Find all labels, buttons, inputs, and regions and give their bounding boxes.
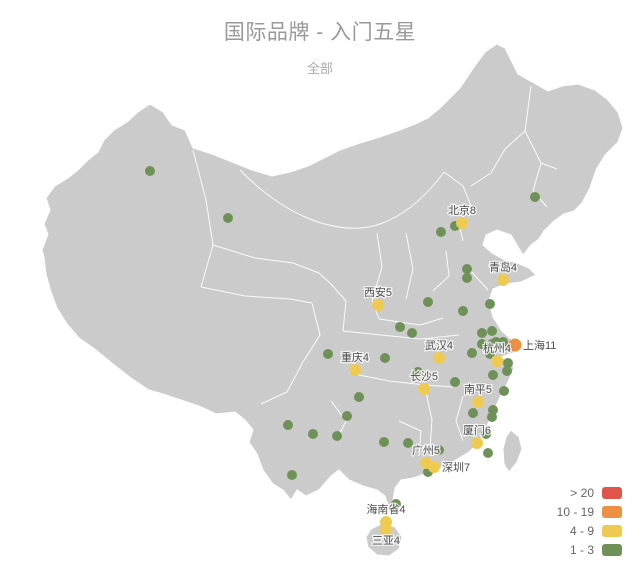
legend-swatch (602, 506, 622, 518)
legend-label: 1 - 3 (569, 543, 594, 557)
city-dot-small[interactable] (458, 306, 468, 316)
legend-item[interactable]: 1 - 3 (570, 543, 622, 557)
region-mainland-china (41, 43, 624, 510)
city-dot[interactable] (491, 355, 503, 367)
city-dot-small[interactable] (323, 349, 333, 359)
province-borders (192, 85, 558, 457)
legend-label: 10 - 19 (556, 505, 594, 519)
city-dot-small[interactable] (413, 367, 423, 377)
city-dot[interactable] (472, 396, 484, 408)
city-dot[interactable] (508, 338, 522, 352)
legend-swatch (602, 544, 622, 556)
chart-title: 国际品牌 - 入门五星 (223, 21, 417, 44)
city-dot-small[interactable] (436, 227, 446, 237)
city-dot-small[interactable] (485, 299, 495, 309)
city-dot-small[interactable] (145, 166, 155, 176)
city-dot-small[interactable] (395, 322, 405, 332)
city-label: 南平5 (464, 383, 492, 396)
city-dot[interactable] (428, 461, 440, 473)
city-dot-small[interactable] (487, 339, 497, 349)
city-dot-small[interactable] (354, 392, 364, 402)
city-label: 西安5 (364, 285, 392, 299)
city-dot-small[interactable] (467, 348, 477, 358)
city-label: 杭州4 (483, 341, 511, 355)
city-dot-small[interactable] (485, 349, 495, 359)
legend-swatch (602, 525, 622, 537)
city-label: 青岛4 (489, 260, 517, 274)
city-dot-small[interactable] (287, 470, 297, 480)
city-dot-small[interactable] (283, 420, 293, 430)
city-dot-small[interactable] (488, 370, 498, 380)
city-dot[interactable] (372, 299, 384, 311)
city-label: 武汉4 (425, 339, 453, 352)
region-taiwan (502, 429, 523, 473)
city-dot-small[interactable] (499, 386, 509, 396)
city-dot-small[interactable] (308, 429, 318, 439)
city-dot-small[interactable] (462, 273, 472, 283)
legend-swatch (602, 487, 622, 499)
legend-item[interactable]: 4 - 9 (570, 524, 622, 538)
city-dot-small[interactable] (223, 213, 233, 223)
city-label: 广州5 (412, 444, 440, 457)
legend-item[interactable]: 10 - 19 (557, 505, 622, 519)
city-dot[interactable] (433, 352, 445, 364)
legend-item[interactable]: > 20 (570, 486, 622, 500)
city-dot-small[interactable] (487, 326, 497, 336)
city-dot[interactable] (471, 437, 483, 449)
city-dot-small[interactable] (450, 377, 460, 387)
city-dot-small[interactable] (462, 264, 472, 274)
legend-label: 4 - 9 (569, 524, 594, 538)
city-dot-small[interactable] (498, 337, 508, 347)
city-label: 海南省4 (366, 502, 405, 516)
city-dot-small[interactable] (380, 353, 390, 363)
city-dot-small[interactable] (477, 339, 487, 349)
city-label: 上海11 (523, 338, 556, 352)
city-dot-small[interactable] (503, 358, 513, 368)
city-label: 三亚4 (372, 535, 400, 547)
city-dot-small[interactable] (468, 408, 478, 418)
city-dot-small[interactable] (481, 429, 491, 439)
city-label: 深圳7 (442, 461, 470, 474)
city-dot[interactable] (418, 383, 430, 395)
city-dot-small[interactable] (487, 412, 497, 422)
chart-subtitle: 全部 (306, 61, 333, 76)
city-dot-small[interactable] (502, 366, 512, 376)
city-dots-layer (145, 166, 540, 536)
city-label: 重庆4 (341, 350, 369, 364)
city-dot-small[interactable] (530, 192, 540, 202)
city-dot-small[interactable] (379, 437, 389, 447)
city-dot-small[interactable] (423, 297, 433, 307)
city-dot[interactable] (349, 364, 361, 376)
city-label: 北京8 (448, 203, 476, 217)
city-dot-small[interactable] (407, 328, 417, 338)
city-label: 厦门6 (463, 423, 491, 437)
city-label: 长沙5 (410, 370, 438, 383)
city-dot-small[interactable] (477, 328, 487, 338)
city-dot-small[interactable] (342, 411, 352, 421)
city-dot-small[interactable] (391, 499, 401, 509)
legend-label: > 20 (570, 486, 594, 500)
city-dot-small[interactable] (403, 438, 413, 448)
city-dot[interactable] (456, 217, 468, 229)
city-dot[interactable] (380, 524, 392, 536)
legend: > 20 10 - 19 4 - 9 1 - 3 (557, 486, 622, 557)
city-dot-small[interactable] (332, 431, 342, 441)
city-dot-small[interactable] (434, 445, 444, 455)
city-dot[interactable] (497, 274, 509, 286)
city-dot-small[interactable] (483, 448, 493, 458)
